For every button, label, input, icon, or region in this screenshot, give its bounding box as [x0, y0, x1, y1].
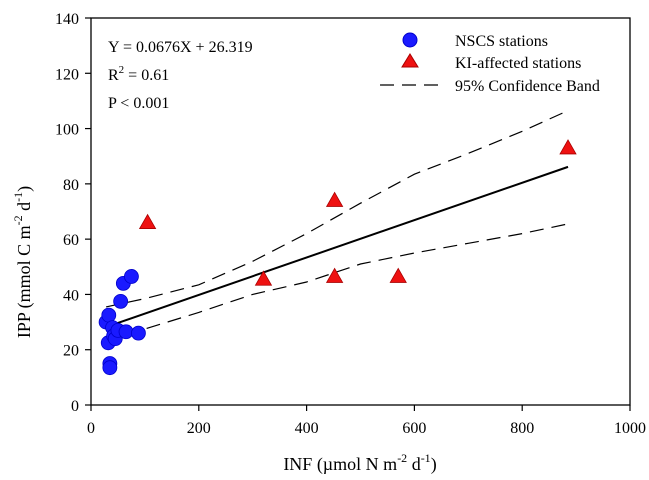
y-title-sup2: -1 [11, 192, 25, 202]
x-axis-title: INF (µmol N m-2 d-1) [283, 451, 436, 475]
ki-point [389, 267, 407, 283]
y-tick-label: 0 [71, 398, 79, 415]
axes: 0 200 400 600 800 1000 0 20 40 60 80 100 120 140 [55, 11, 646, 437]
x-tick-label: 400 [295, 420, 319, 437]
confidence-band-upper [105, 110, 569, 308]
r-squared-annotation: R2 = 0.61 [108, 64, 169, 84]
equation-annotation: Y = 0.0676X + 26.319 [108, 39, 253, 56]
y-tick-label: 120 [55, 66, 79, 83]
y-title-sup1: -2 [11, 215, 25, 225]
x-tick-label: 800 [510, 420, 534, 437]
x-title-sup1: -2 [397, 451, 407, 465]
regression-fit [105, 165, 569, 328]
x-tick-label: 0 [87, 420, 95, 437]
r2-suffix: = 0.61 [124, 67, 169, 84]
x-tick-label: 600 [402, 420, 426, 437]
nscs-point [102, 360, 118, 376]
x-tick-label: 200 [187, 420, 211, 437]
y-axis-title: IPP (mmol C m-2 d-1) [11, 186, 35, 338]
legend: NSCS stations KI-affected stations 95% C… [380, 32, 600, 95]
y-tick-label: 100 [55, 122, 79, 139]
y-title-end: ) [14, 186, 35, 192]
y-tick-label: 80 [63, 177, 79, 194]
plot-frame [90, 17, 631, 406]
y-tick-label: 40 [63, 287, 79, 304]
nscs-point [113, 293, 129, 309]
legend-label-nscs: NSCS stations [455, 33, 548, 50]
legend-marker-ki [401, 53, 419, 68]
r2-superscript: 2 [119, 64, 125, 76]
y-title-main: IPP (mmol C m [14, 225, 35, 338]
r2-prefix: R [108, 67, 119, 84]
nscs-point [118, 324, 134, 340]
y-tick-label: 140 [55, 11, 79, 28]
ki-point [325, 267, 344, 283]
ki-point [559, 139, 577, 155]
legend-label-ki: KI-affected stations [455, 55, 581, 72]
regression-line [105, 165, 569, 328]
nscs-point [124, 269, 139, 284]
p-value-annotation: P < 0.001 [108, 95, 169, 112]
ki-point [325, 191, 344, 207]
x-title-mid: d [407, 454, 421, 474]
legend-label-band: 95% Confidence Band [455, 78, 600, 95]
y-tick-label: 60 [63, 232, 79, 249]
confidence-band [105, 110, 569, 347]
legend-marker-nscs [402, 32, 418, 48]
confidence-band-lower [105, 223, 569, 347]
y-tick-label: 20 [63, 343, 79, 360]
x-tick-label: 1000 [614, 420, 646, 437]
ki-point [254, 270, 273, 286]
nscs-point [101, 307, 117, 323]
ki-point [138, 213, 157, 229]
data-points [98, 139, 577, 376]
nscs-point [131, 325, 146, 341]
x-title-sup2: -1 [421, 451, 431, 465]
x-title-end: ) [431, 454, 437, 475]
y-title-mid: d [14, 202, 34, 216]
x-title-main: INF (µmol N m [283, 454, 397, 475]
